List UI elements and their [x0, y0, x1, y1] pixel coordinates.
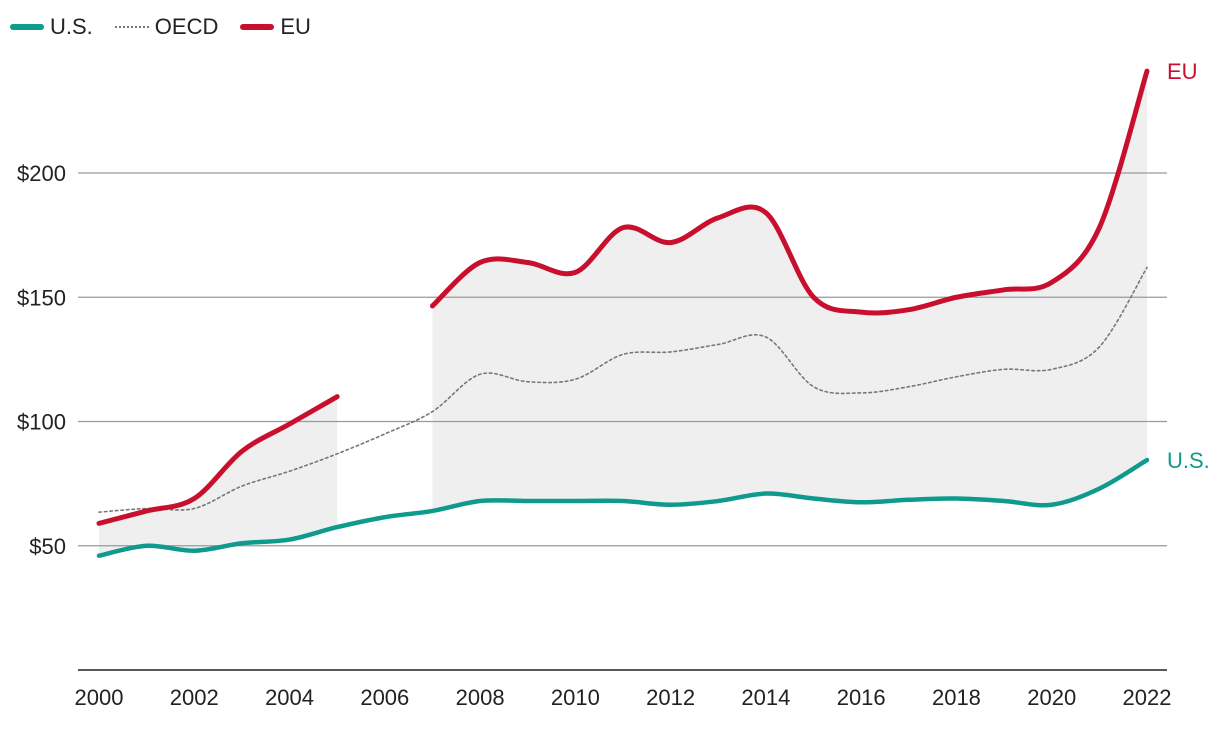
chart-legend: U.S. OECD EU: [10, 14, 333, 40]
legend-label-oecd: OECD: [154, 14, 219, 39]
series-line-oecd-0: [98, 266, 1148, 513]
legend-swatch-us: [10, 24, 44, 30]
x-tick-label: 2006: [360, 685, 409, 710]
legend-item-oecd: OECD: [114, 14, 219, 40]
y-tick-label: $200: [17, 161, 66, 186]
x-tick-label: 2002: [170, 685, 219, 710]
legend-swatch-eu: [240, 24, 275, 30]
legend-item-us: U.S.: [10, 14, 93, 40]
legend-swatch-oecd: [114, 26, 149, 28]
shaded-area-1: [432, 71, 1147, 511]
end-label-eu: EU: [1167, 59, 1198, 84]
legend-label-us: U.S.: [50, 14, 93, 39]
x-tick-label: 2010: [551, 685, 600, 710]
x-tick-label: 2018: [932, 685, 981, 710]
series-line-eu-0: [96, 394, 340, 526]
legend-label-eu: EU: [280, 14, 311, 39]
y-tick-label: $150: [17, 285, 66, 310]
x-tick-label: 2012: [646, 685, 695, 710]
x-tick-label: 2000: [75, 685, 124, 710]
end-label-us: U.S.: [1167, 448, 1210, 473]
legend-item-eu: EU: [240, 14, 311, 40]
series-line-eu-1: [429, 68, 1150, 316]
y-tick-label: $50: [29, 534, 66, 559]
x-tick-label: 2014: [741, 685, 790, 710]
x-tick-label: 2004: [265, 685, 314, 710]
y-tick-label: $100: [17, 410, 66, 435]
x-tick-label: 2020: [1027, 685, 1076, 710]
x-tick-label: 2008: [456, 685, 505, 710]
series-line-us-0: [96, 457, 1150, 558]
x-tick-label: 2022: [1123, 685, 1172, 710]
x-tick-label: 2016: [837, 685, 886, 710]
